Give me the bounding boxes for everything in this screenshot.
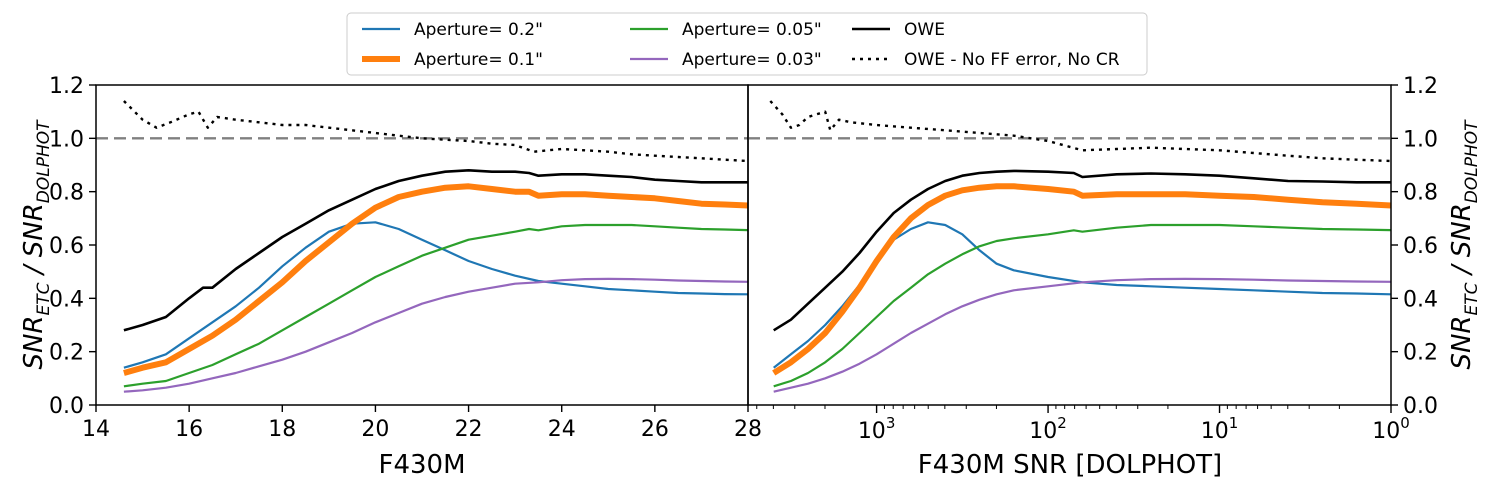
legend-label-5: OWE - No FF error, No CR [904, 50, 1120, 70]
right-x-tick-label: 100 [1372, 414, 1410, 444]
left-panel: 14 16 18 20 22 24 26 28 0.0 0.2 0.4 0.6 0.8 1.0 1.2 F… [19, 74, 762, 480]
left-y-axis-label: SNRETC / SNRDOLPHOT [19, 119, 54, 370]
right-y-tick-label: 1.0 [1403, 127, 1438, 152]
left-y-tick-label: 1.2 [49, 74, 84, 99]
left-series-line-1 [123, 183, 749, 376]
right-panel: 103 102 101 100 0.0 0.2 0.4 0.6 0.8 1.0 1.2 F430M… [747, 74, 1482, 480]
left-y-tick-label: 1.0 [49, 127, 84, 152]
right-x-tick-label: 103 [858, 414, 896, 444]
legend-label-3: Aperture= 0.03" [682, 50, 822, 70]
right-y-tick-label: 1.2 [1403, 74, 1438, 99]
right-series-line-3 [773, 277, 1392, 393]
left-x-tick-label: 20 [361, 417, 389, 442]
legend-label-0: Aperture= 0.2" [414, 20, 543, 40]
left-axes-frame [95, 84, 749, 406]
left-x-tick-label: 24 [548, 417, 576, 442]
legend-label-2: Aperture= 0.05" [682, 20, 822, 40]
left-x-tick-label: 18 [268, 417, 296, 442]
right-y-tick-label: 0.8 [1403, 181, 1438, 206]
right-series-line-1 [772, 183, 1392, 376]
right-x-tick-label: 102 [1029, 414, 1067, 444]
right-y-tick-label: 0.2 [1403, 341, 1438, 366]
right-axes-frame [747, 84, 1392, 406]
right-series-line-4 [773, 169, 1391, 332]
left-y-tick-label: 0.4 [49, 287, 84, 312]
left-series-line-4 [123, 169, 748, 332]
left-y-tick-label: 0.2 [49, 341, 84, 366]
legend-frame [346, 12, 1148, 76]
left-x-tick-label: 22 [455, 417, 483, 442]
left-x-tick-label: 16 [175, 417, 203, 442]
right-y-tick-label: 0.4 [1403, 287, 1438, 312]
right-y-tick-label: 0.0 [1403, 394, 1438, 419]
left-y-tick-label: 0.0 [49, 394, 84, 419]
left-y-tick-label: 0.6 [49, 234, 84, 259]
left-x-tick-label: 26 [641, 417, 669, 442]
left-y-tick-label: 0.8 [49, 181, 84, 206]
right-series-line-2 [773, 223, 1392, 388]
legend: Aperture= 0.2" Aperture= 0.1" Aperture= 0.… [346, 12, 1148, 76]
right-series-line-5 [769, 100, 1392, 163]
legend-label-4: OWE [904, 20, 945, 40]
legend-label-1: Aperture= 0.1" [414, 50, 543, 70]
left-series-line-3 [123, 277, 749, 393]
left-series-line-2 [123, 223, 749, 388]
left-series-line-5 [123, 100, 749, 163]
left-x-tick-label: 14 [82, 417, 110, 442]
right-y-axis-label: SNRETC / SNRDOLPHOT [1447, 119, 1482, 370]
left-x-tick-label: 28 [734, 417, 762, 442]
right-y-tick-label: 0.6 [1403, 234, 1438, 259]
left-series-line-0 [123, 221, 749, 369]
left-x-axis-label: F430M [378, 450, 465, 480]
right-x-axis-label: F430M SNR [DOLPHOT] [918, 450, 1222, 480]
right-x-tick-label: 101 [1201, 414, 1239, 444]
